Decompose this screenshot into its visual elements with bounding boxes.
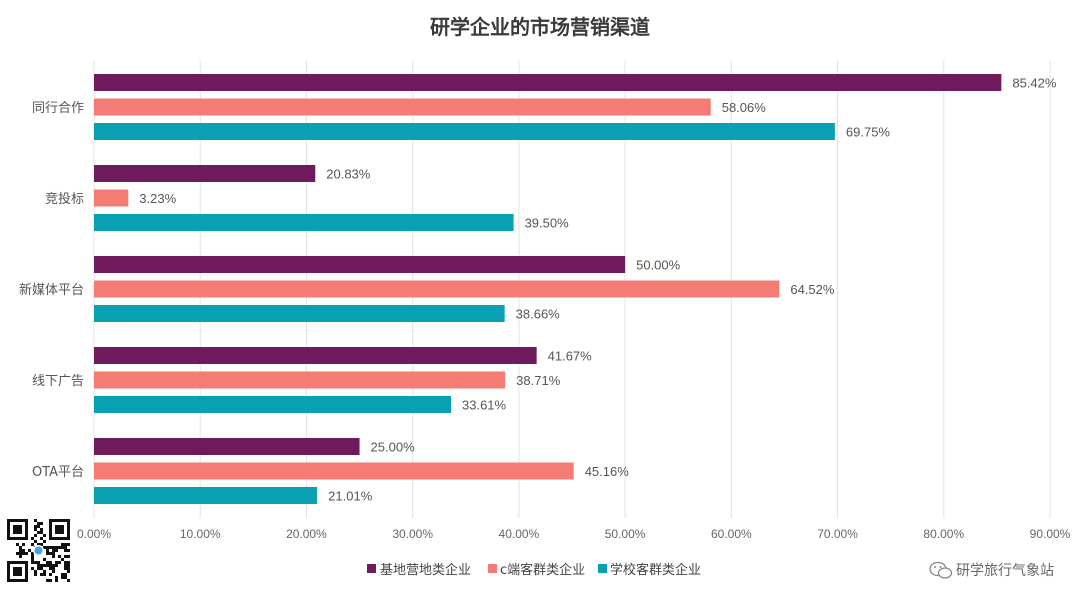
bar <box>94 280 780 298</box>
x-tick-label: 90.00% <box>1030 527 1071 541</box>
bar <box>94 256 626 273</box>
x-tick-label: 20.00% <box>286 527 327 541</box>
bars <box>94 74 1002 504</box>
value-axis: 0.00% 10.00% 20.00% 30.00% 40.00% 50.00% 60.00… <box>77 527 1071 541</box>
bar <box>94 371 506 389</box>
category-label: OTA平台 <box>32 465 84 480</box>
category-label: 竞投标 <box>45 191 84 207</box>
x-tick-label: 60.00% <box>711 527 752 541</box>
data-label: 64.52% <box>790 282 835 297</box>
watermark-text: 研学旅行气象站 <box>956 563 1054 579</box>
data-labels: 85.42% 58.06% 69.75% 20.83% 3.23% 39.50% 50.00… <box>139 76 1057 504</box>
legend: 基地营地类企业 c端客群类企业 学校客群类企业 <box>367 562 701 578</box>
bar <box>94 165 316 182</box>
data-label: 33.61% <box>462 398 507 413</box>
data-label: 38.71% <box>516 373 561 388</box>
legend-label: c端客群类企业 <box>500 562 585 578</box>
bar <box>94 347 537 364</box>
data-label: 58.06% <box>722 100 767 115</box>
data-label: 20.83% <box>326 167 371 182</box>
chart-title: 研学企业的市场营销渠道 <box>430 15 650 39</box>
legend-label: 基地营地类企业 <box>380 562 471 578</box>
category-label: 线下广告 <box>32 374 84 389</box>
bar <box>94 123 835 140</box>
data-label: 85.42% <box>1012 76 1057 91</box>
bar <box>94 462 574 480</box>
bar <box>94 396 452 413</box>
x-tick-label: 0.00% <box>77 527 111 541</box>
x-tick-label: 80.00% <box>923 527 964 541</box>
legend-swatch <box>598 564 607 573</box>
data-label: 69.75% <box>846 125 891 140</box>
data-label: 3.23% <box>139 191 176 206</box>
data-label: 39.50% <box>525 216 570 231</box>
qr-code-icon <box>7 519 70 582</box>
bar <box>94 74 1002 91</box>
category-label: 新媒体平台 <box>19 282 84 298</box>
bar <box>94 214 514 231</box>
x-tick-label: 40.00% <box>499 527 540 541</box>
bar <box>94 487 318 504</box>
data-label: 21.01% <box>328 489 373 504</box>
x-tick-label: 10.00% <box>180 527 221 541</box>
legend-label: 学校客群类企业 <box>610 562 701 578</box>
bar <box>94 189 129 207</box>
category-label: 同行合作 <box>32 101 84 116</box>
legend-swatch <box>367 564 376 573</box>
legend-swatch <box>488 564 497 573</box>
data-label: 45.16% <box>585 464 630 479</box>
data-label: 38.66% <box>516 307 561 322</box>
watermark: 研学旅行气象站 <box>929 561 1054 579</box>
x-tick-label: 50.00% <box>605 527 646 541</box>
bar <box>94 438 360 455</box>
bar <box>94 98 711 116</box>
data-label: 25.00% <box>371 440 416 455</box>
bar <box>94 305 505 322</box>
x-tick-label: 30.00% <box>392 527 433 541</box>
data-label: 50.00% <box>636 258 681 273</box>
data-label: 41.67% <box>548 349 593 364</box>
x-tick-label: 70.00% <box>817 527 858 541</box>
wechat-icon <box>929 561 953 579</box>
